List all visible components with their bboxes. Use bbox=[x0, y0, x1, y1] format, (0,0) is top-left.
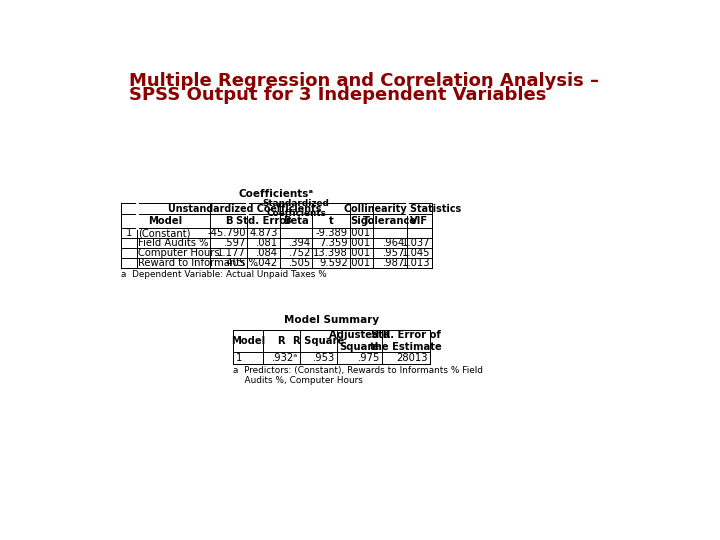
Text: .001: .001 bbox=[349, 248, 372, 258]
Text: Model: Model bbox=[148, 216, 183, 226]
Text: Std. Error of
the Estimate: Std. Error of the Estimate bbox=[370, 330, 442, 352]
Text: (Constant): (Constant) bbox=[138, 228, 191, 238]
Text: Computer Hours: Computer Hours bbox=[138, 248, 220, 258]
Text: Field Audits %: Field Audits % bbox=[138, 238, 209, 248]
Text: .405: .405 bbox=[224, 258, 246, 268]
Text: .953: .953 bbox=[312, 353, 335, 363]
Text: Unstandardized Coefficients: Unstandardized Coefficients bbox=[168, 204, 322, 214]
Text: .001: .001 bbox=[349, 228, 372, 238]
Text: 1: 1 bbox=[235, 353, 242, 363]
Text: 1.177: 1.177 bbox=[217, 248, 246, 258]
Text: .505: .505 bbox=[289, 258, 311, 268]
Text: Reward to Informants %: Reward to Informants % bbox=[138, 258, 258, 268]
Text: 1.045: 1.045 bbox=[402, 248, 431, 258]
Text: .752: .752 bbox=[289, 248, 311, 258]
Text: 13.398: 13.398 bbox=[313, 248, 348, 258]
Text: Beta: Beta bbox=[283, 216, 309, 226]
Text: Tolerance: Tolerance bbox=[363, 216, 417, 226]
Text: a  Predictors: (Constant), Rewards to Informants % Field
    Audits %, Computer : a Predictors: (Constant), Rewards to Inf… bbox=[233, 366, 483, 385]
Text: .987: .987 bbox=[383, 258, 405, 268]
Text: .394: .394 bbox=[289, 238, 311, 248]
Text: 9.592: 9.592 bbox=[320, 258, 348, 268]
Text: 28013: 28013 bbox=[397, 353, 428, 363]
Text: .084: .084 bbox=[256, 248, 279, 258]
Text: -9.389: -9.389 bbox=[316, 228, 348, 238]
Text: Adjusted R
Square: Adjusted R Square bbox=[329, 330, 390, 352]
Text: .597: .597 bbox=[223, 238, 246, 248]
Text: Standardized
Coefficients: Standardized Coefficients bbox=[263, 199, 330, 219]
Text: 1: 1 bbox=[125, 228, 132, 238]
Text: t: t bbox=[328, 216, 333, 226]
Text: Multiple Regression and Correlation Analysis –: Multiple Regression and Correlation Anal… bbox=[129, 72, 599, 91]
Text: -45.790: -45.790 bbox=[207, 228, 246, 238]
Text: .957: .957 bbox=[383, 248, 405, 258]
Text: a  Dependent Variable: Actual Unpaid Taxes %: a Dependent Variable: Actual Unpaid Taxe… bbox=[121, 271, 327, 279]
Bar bbox=[233, 330, 431, 363]
Text: 4.873: 4.873 bbox=[250, 228, 279, 238]
Text: .042: .042 bbox=[256, 258, 279, 268]
Text: .964: .964 bbox=[383, 238, 405, 248]
Text: SPSS Output for 3 Independent Variables: SPSS Output for 3 Independent Variables bbox=[129, 85, 546, 104]
Text: 1.037: 1.037 bbox=[402, 238, 431, 248]
Bar bbox=[121, 204, 432, 268]
Text: Model: Model bbox=[231, 336, 265, 346]
Text: 1.013: 1.013 bbox=[402, 258, 431, 268]
Text: Std. Error: Std. Error bbox=[236, 216, 291, 226]
Text: Model Summary: Model Summary bbox=[284, 315, 379, 325]
Text: .001: .001 bbox=[349, 258, 372, 268]
Text: Sig.: Sig. bbox=[351, 216, 372, 226]
Text: Coefficientsᵃ: Coefficientsᵃ bbox=[239, 189, 314, 199]
Text: .975: .975 bbox=[357, 353, 380, 363]
Text: Collinearity Statistics: Collinearity Statistics bbox=[343, 204, 461, 214]
Text: R: R bbox=[278, 336, 285, 346]
Text: .081: .081 bbox=[256, 238, 279, 248]
Text: B: B bbox=[225, 216, 233, 226]
Text: .001: .001 bbox=[349, 238, 372, 248]
Text: R Square: R Square bbox=[293, 336, 344, 346]
Text: .932ᵃ: .932ᵃ bbox=[271, 353, 297, 363]
Text: 7.359: 7.359 bbox=[320, 238, 348, 248]
Text: VIF: VIF bbox=[410, 216, 428, 226]
